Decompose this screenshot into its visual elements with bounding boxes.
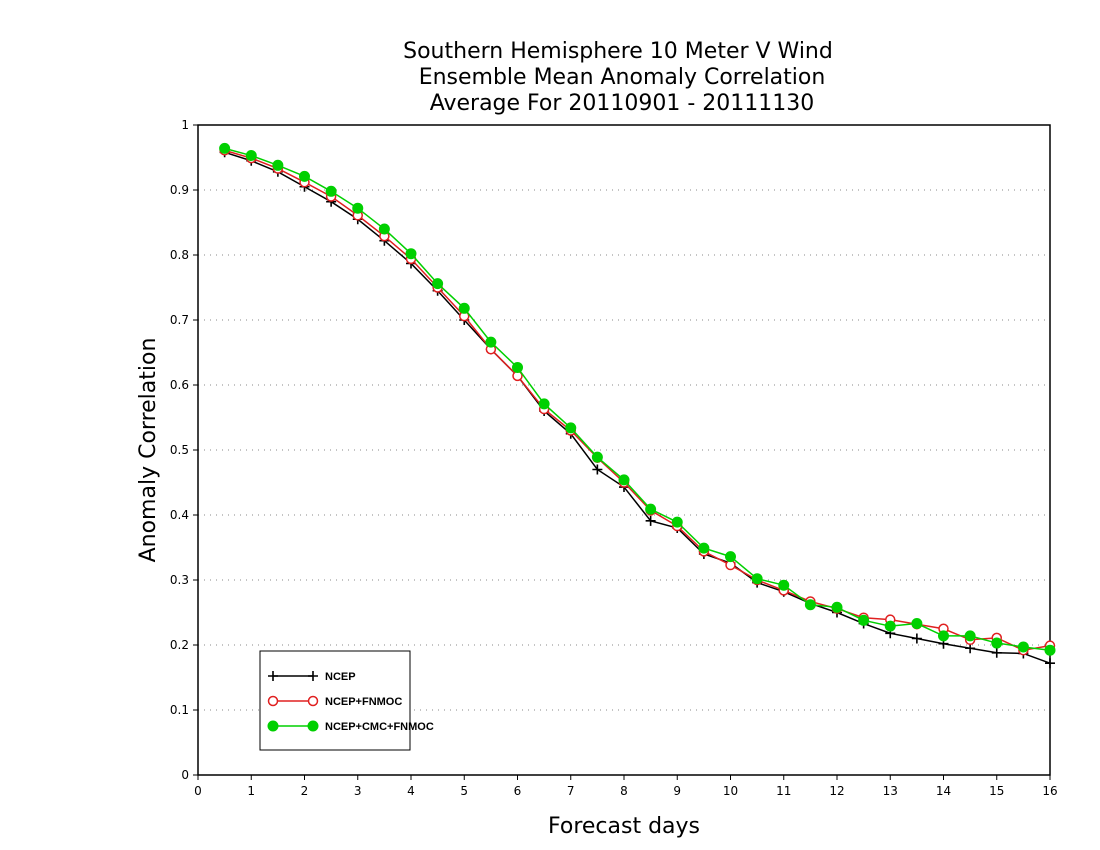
- data-point-ncep-cmc-fnmoc: [1017, 641, 1029, 653]
- x-tick-label: 8: [620, 784, 628, 798]
- series-line-ncep-cmc-fnmoc: [224, 147, 1051, 651]
- x-tick-label: 6: [514, 784, 522, 798]
- legend-label-ncep: NCEP: [325, 671, 356, 683]
- y-tick-label: 0: [181, 768, 189, 782]
- data-point-ncep-cmc-fnmoc: [272, 159, 284, 171]
- data-point-ncep-cmc-fnmoc: [938, 630, 949, 642]
- y-tick-label: 0.7: [170, 313, 189, 327]
- data-point-ncep-cmc-fnmoc: [804, 599, 816, 611]
- data-point-ncep-cmc-fnmoc: [512, 361, 523, 373]
- data-point-ncep-cmc-fnmoc: [432, 278, 444, 290]
- data-point-ncep: [911, 633, 922, 644]
- chart-subtitle-2: Average For 20110901 - 20111130: [430, 91, 815, 116]
- data-point-ncep-cmc-fnmoc: [219, 142, 231, 154]
- legend-marker-ncep: [268, 671, 278, 681]
- data-point-ncep-cmc-fnmoc: [538, 398, 550, 410]
- series-line-ncep: [224, 151, 1051, 664]
- data-point-ncep-cmc-fnmoc: [725, 551, 736, 563]
- data-point-ncep-cmc-fnmoc: [991, 637, 1003, 649]
- y-tick-label: 0.5: [170, 443, 189, 457]
- data-point-ncep: [645, 515, 656, 526]
- x-tick-label: 14: [936, 784, 951, 798]
- data-point-ncep-cmc-fnmoc: [405, 248, 417, 260]
- data-point-ncep-cmc-fnmoc: [831, 601, 843, 613]
- data-point-ncep-cmc-fnmoc: [911, 618, 923, 630]
- y-tick-label: 0.3: [170, 573, 189, 587]
- x-tick-label: 0: [194, 784, 202, 798]
- x-tick-label: 10: [723, 784, 738, 798]
- x-tick-label: 4: [407, 784, 415, 798]
- data-point-ncep-cmc-fnmoc: [618, 474, 630, 486]
- x-tick-label: 1: [247, 784, 255, 798]
- data-point-ncep: [592, 464, 603, 475]
- data-point-ncep-cmc-fnmoc: [299, 170, 310, 182]
- y-tick-label: 0.6: [170, 378, 189, 392]
- data-point-ncep-cmc-fnmoc: [671, 516, 683, 528]
- data-point-ncep-cmc-fnmoc: [591, 451, 603, 463]
- data-point-ncep: [1045, 658, 1055, 669]
- legend-marker-ncep: [308, 671, 318, 681]
- x-tick-label: 2: [301, 784, 309, 798]
- legend-marker-ncep-fnmoc: [307, 695, 319, 707]
- data-point-ncep-cmc-fnmoc: [698, 542, 710, 554]
- series-ncep-fnmoc: [219, 145, 1056, 656]
- data-point-ncep-cmc-fnmoc: [645, 503, 657, 515]
- data-point-ncep-cmc-fnmoc: [245, 150, 257, 162]
- data-point-ncep-cmc-fnmoc: [778, 579, 790, 591]
- y-axis-label: Anomaly Correlation: [136, 338, 161, 563]
- x-tick-label: 11: [776, 784, 791, 798]
- data-point-ncep: [991, 647, 1002, 658]
- y-tick-label: 1: [181, 118, 189, 132]
- y-tick-label: 0.4: [170, 508, 189, 522]
- x-tick-label: 3: [354, 784, 362, 798]
- chart-title: Southern Hemisphere 10 Meter V Wind: [403, 39, 833, 64]
- data-point-ncep-cmc-fnmoc: [378, 223, 390, 235]
- data-point-ncep-cmc-fnmoc: [964, 630, 976, 642]
- legend-marker-ncep-cmc-fnmoc: [307, 720, 319, 732]
- data-point-ncep-cmc-fnmoc: [565, 422, 577, 434]
- data-point-ncep-cmc-fnmoc: [1044, 644, 1056, 656]
- x-tick-label: 9: [673, 784, 681, 798]
- legend-label-ncep-fnmoc: NCEP+FNMOC: [325, 696, 402, 708]
- series-ncep-cmc-fnmoc: [219, 142, 1056, 656]
- data-point-ncep-cmc-fnmoc: [884, 620, 896, 632]
- data-point-ncep-cmc-fnmoc: [485, 336, 497, 348]
- x-tick-label: 13: [883, 784, 898, 798]
- y-tick-label: 0.2: [170, 638, 189, 652]
- data-point-ncep-cmc-fnmoc: [858, 614, 870, 626]
- legend-marker-ncep-cmc-fnmoc: [267, 720, 279, 732]
- x-tick-label: 16: [1042, 784, 1057, 798]
- x-tick-label: 15: [989, 784, 1004, 798]
- data-point-ncep-cmc-fnmoc: [751, 573, 763, 585]
- series-line-ncep-fnmoc: [224, 149, 1051, 651]
- x-tick-label: 12: [829, 784, 844, 798]
- y-tick-label: 0.9: [170, 183, 189, 197]
- legend: NCEP NCEP+FNMOC NCEP+CMC+FNMOC: [259, 650, 434, 751]
- data-point-ncep-cmc-fnmoc: [352, 202, 364, 214]
- x-tick-label: 5: [460, 784, 468, 798]
- legend-marker-ncep-fnmoc: [267, 695, 279, 707]
- y-tick-label: 0.8: [170, 248, 189, 262]
- chart-subtitle-1: Ensemble Mean Anomaly Correlation: [419, 65, 826, 90]
- y-tick-label: 0.1: [170, 703, 189, 717]
- series-ncep: [219, 147, 1055, 669]
- data-point-ncep-cmc-fnmoc: [325, 185, 337, 197]
- x-axis-label: Forecast days: [548, 814, 700, 839]
- legend-label-ncep-cmc-fnmoc: NCEP+CMC+FNMOC: [325, 721, 434, 733]
- x-tick-label: 7: [567, 784, 575, 798]
- data-point-ncep-cmc-fnmoc: [458, 302, 470, 314]
